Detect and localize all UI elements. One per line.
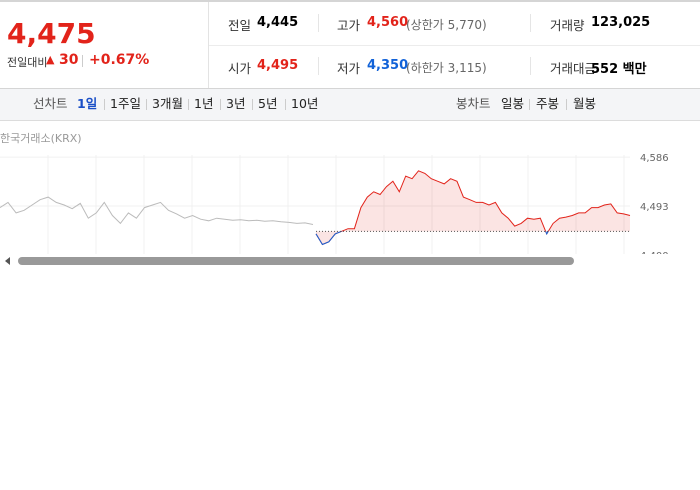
line-series (315, 170, 631, 246)
period-tab[interactable]: 10년 (291, 96, 319, 111)
tab-group-label: 선차트 (33, 96, 68, 111)
stat-value: 4,445 (257, 15, 299, 30)
divider (530, 57, 531, 75)
tab-separator (529, 99, 530, 110)
stat-label: 전일 (228, 18, 252, 33)
stat-limit: (상한가 5,770) (406, 18, 487, 32)
tab-separator (252, 99, 253, 110)
stat-label: 시가 (228, 61, 252, 76)
stat-label: 고가 (337, 18, 361, 33)
scroll-left[interactable] (5, 257, 10, 265)
change-rate: +0.67% (89, 52, 150, 68)
top-border (0, 0, 700, 2)
candle-tab[interactable]: 주봉 (536, 96, 560, 111)
stat-value: 4,350 (367, 58, 409, 73)
divider (82, 55, 83, 67)
source: 한국거래소(KRX) (0, 132, 82, 145)
candle-tab[interactable]: 일봉 (501, 96, 525, 111)
y-tick-label: 4,400 (640, 251, 669, 262)
period-tab[interactable]: 1일 (77, 96, 98, 111)
line-series (0, 196, 314, 225)
period-tab[interactable]: 1주일 (110, 96, 141, 111)
chart: 4,586 4,493 4,400 (0, 153, 700, 270)
divider (209, 45, 700, 46)
divider (208, 2, 209, 88)
scrollbar[interactable] (18, 257, 574, 265)
tab-separator (285, 99, 286, 110)
stat-label: 거래량 (550, 18, 585, 33)
divider (318, 57, 319, 75)
stat-value: 4,560 (367, 15, 409, 30)
stat-value: 4,495 (257, 58, 299, 73)
area-fill (316, 170, 630, 245)
y-tick-label: 4,586 (640, 153, 669, 164)
period-tab[interactable]: 5년 (258, 96, 278, 111)
stat-label: 거래대금 (550, 61, 597, 76)
stat-value: 123,025 (591, 15, 651, 30)
stat-label: 저가 (337, 61, 361, 76)
stat-value: 552 백만 (591, 62, 647, 77)
tab-separator (104, 99, 105, 110)
tab-separator (188, 99, 189, 110)
y-tick-label: 4,493 (640, 202, 669, 213)
divider (318, 14, 319, 32)
up-arrow: ▲ (46, 53, 55, 66)
tab-separator (146, 99, 147, 110)
change-label: 전일대비 (7, 56, 48, 69)
tab-separator (220, 99, 221, 110)
stat-limit: (하한가 3,115) (406, 61, 487, 75)
current-price: 4,475 (7, 17, 96, 50)
change: 30 (59, 52, 79, 68)
period-tab[interactable]: 3개월 (152, 96, 183, 111)
tab-separator (566, 99, 567, 110)
candle-tab[interactable]: 월봉 (573, 96, 597, 111)
divider (530, 14, 531, 32)
period-tab[interactable]: 3년 (226, 96, 246, 111)
tab-group-label: 봉차트 (456, 96, 491, 111)
period-tab[interactable]: 1년 (194, 96, 214, 111)
tab-bar: 선차트 1일 1주일 3개월 1년 3년 5년 10년 봉차트 일봉 주봉 월봉 (0, 88, 700, 121)
